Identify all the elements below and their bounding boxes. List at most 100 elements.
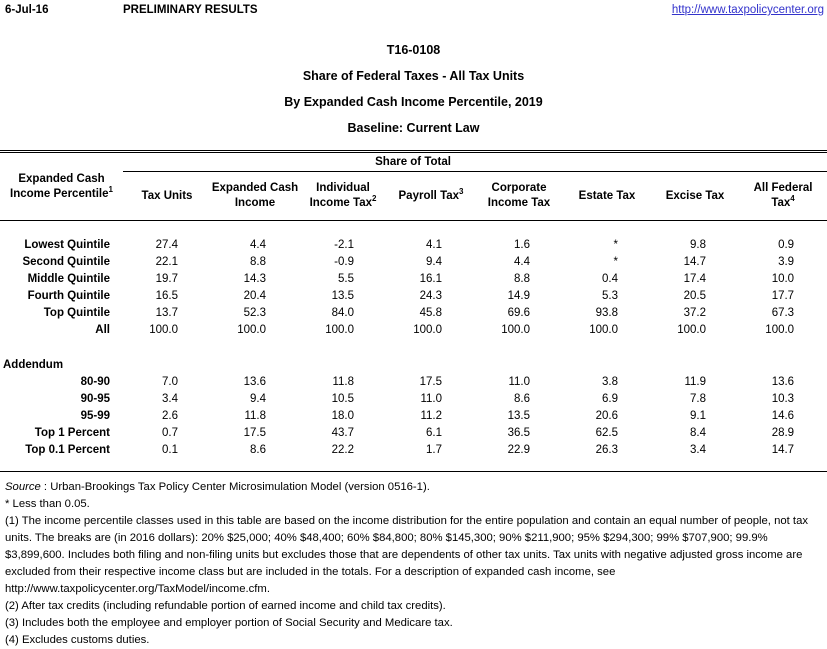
value-cell: 11.0 [420,392,442,405]
table-row: Fourth Quintile 16.5 20.4 13.5 24.3 14.9 5.3 20… [0,287,827,304]
row-label: 90-95 [80,392,110,405]
value-cell: 8.4 [690,426,706,439]
spacer-row [0,338,827,356]
value-cell: 27.4 [155,238,178,251]
value-cell: 11.0 [508,375,530,388]
taxpolicycenter-link[interactable]: http://www.taxpolicycenter.org [671,4,824,16]
value-cell: 10.3 [771,392,795,405]
source-note: Source : Urban-Brookings Tax Policy Cent… [5,479,822,496]
column-header-tax-units: Tax Units [123,171,211,221]
footnotes-block: Source : Urban-Brookings Tax Policy Cent… [0,479,827,649]
row-label: Middle Quintile [27,272,110,285]
value-cell: 22.2 [331,443,354,456]
table-row: Lowest Quintile 27.4 4.4 -2.1 4.1 1.6 * 9.8 0.9 [0,236,827,253]
value-cell: 100.0 [501,323,530,336]
column-header-excise-tax: Excise Tax [651,171,739,221]
value-cell: 0.9 [778,238,795,251]
value-cell: 9.4 [426,255,442,268]
title-line-1: Share of Federal Taxes - All Tax Units [302,69,525,83]
value-cell: 19.7 [155,272,178,285]
row-label: Fourth Quintile [27,289,110,302]
row-label: Lowest Quintile [24,238,110,251]
value-cell: 3.4 [162,392,178,405]
value-cell: 100.0 [325,323,354,336]
value-cell: 4.4 [514,255,530,268]
column-header-expanded-cash-income: Expanded Cash Income [211,171,299,221]
row-dimension-header: Expanded Cash Income Percentile1 [0,151,123,221]
value-cell: 10.0 [771,272,795,285]
column-header-corporate-income-tax: Corporate Income Tax [475,171,563,221]
value-cell: 36.5 [507,426,530,439]
value-cell: 10.5 [331,392,354,405]
value-cell: 22.9 [507,443,530,456]
value-cell: 20.6 [595,409,618,422]
value-cell: * [613,255,618,268]
source-label: Source [5,481,41,493]
value-cell: 45.8 [419,306,442,319]
value-cell: 0.4 [602,272,618,285]
value-cell: 11.8 [332,375,354,388]
value-cell: 28.9 [771,426,795,439]
value-cell: 100.0 [237,323,266,336]
value-cell: 7.0 [162,375,178,388]
value-cell: 11.8 [244,409,266,422]
spacer-row [0,458,827,472]
value-cell: 24.3 [419,289,442,302]
column-header-estate-tax: Estate Tax [563,171,651,221]
value-cell: 7.8 [690,392,706,405]
value-cell: 100.0 [149,323,178,336]
value-cell: 6.9 [602,392,618,405]
star-footnote: * Less than 0.05. [5,498,90,510]
row-label: Top 1 Percent [34,426,110,439]
value-cell: 100.0 [589,323,618,336]
value-cell: 13.5 [331,289,354,302]
table-row: Top 0.1 Percent 0.1 8.6 22.2 1.7 22.9 26.3 3.4 1… [0,441,827,458]
table-id-title: T16-0108 [386,43,441,57]
value-cell: 0.1 [162,443,178,456]
value-cell: 8.6 [250,443,266,456]
title-block: T16-0108 Share of Federal Taxes - All Ta… [0,37,827,141]
title-line-2: By Expanded Cash Income Percentile, 2019 [284,95,543,109]
table-row: 80-90 7.0 13.6 11.8 17.5 11.0 3.8 11.9 13.6 [0,373,827,390]
baseline-title: Baseline: Current Law [347,121,480,135]
table-row: 90-95 3.4 9.4 10.5 11.0 8.6 6.9 7.8 10.3 [0,390,827,407]
date-label: 6-Jul-16 [5,4,49,16]
value-cell: 37.2 [683,306,706,319]
column-header-individual-income-tax: Individual Income Tax2 [299,171,387,221]
value-cell: -2.1 [334,238,354,251]
value-cell: 14.7 [683,255,706,268]
value-cell: 14.6 [771,409,795,422]
value-cell: 1.6 [514,238,530,251]
page-top-bar: 6-Jul-16 PRELIMINARY RESULTS http://www.… [0,0,827,22]
row-label: Top Quintile [43,306,110,319]
value-cell: 100.0 [413,323,442,336]
value-cell: 5.5 [338,272,354,285]
value-cell: 100.0 [765,323,795,336]
addendum-label: Addendum [3,358,64,371]
row-label: All [95,323,110,336]
value-cell: -0.9 [334,255,354,268]
value-cell: 9.8 [690,238,706,251]
value-cell: 8.8 [514,272,530,285]
value-cell: 13.7 [155,306,178,319]
value-cell: 14.9 [507,289,530,302]
value-cell: 6.1 [426,426,442,439]
tax-shares-table: Expanded Cash Income Percentile1 Share o… [0,150,827,472]
value-cell: 52.3 [243,306,266,319]
value-cell: 84.0 [331,306,354,319]
value-cell: 17.7 [771,289,795,302]
value-cell: * [613,238,618,251]
value-cell: 18.0 [331,409,354,422]
value-cell: 26.3 [595,443,618,456]
value-cell: 9.1 [690,409,706,422]
footnote-1: (1) The income percentile classes used i… [5,515,809,595]
value-cell: 17.5 [243,426,266,439]
value-cell: 16.5 [155,289,178,302]
value-cell: 20.5 [683,289,706,302]
value-cell: 11.9 [684,375,706,388]
source-text: : Urban-Brookings Tax Policy Center Micr… [40,481,430,493]
value-cell: 8.6 [514,392,530,405]
value-cell: 20.4 [243,289,266,302]
value-cell: 13.6 [771,375,795,388]
preliminary-results-label: PRELIMINARY RESULTS [123,4,258,16]
